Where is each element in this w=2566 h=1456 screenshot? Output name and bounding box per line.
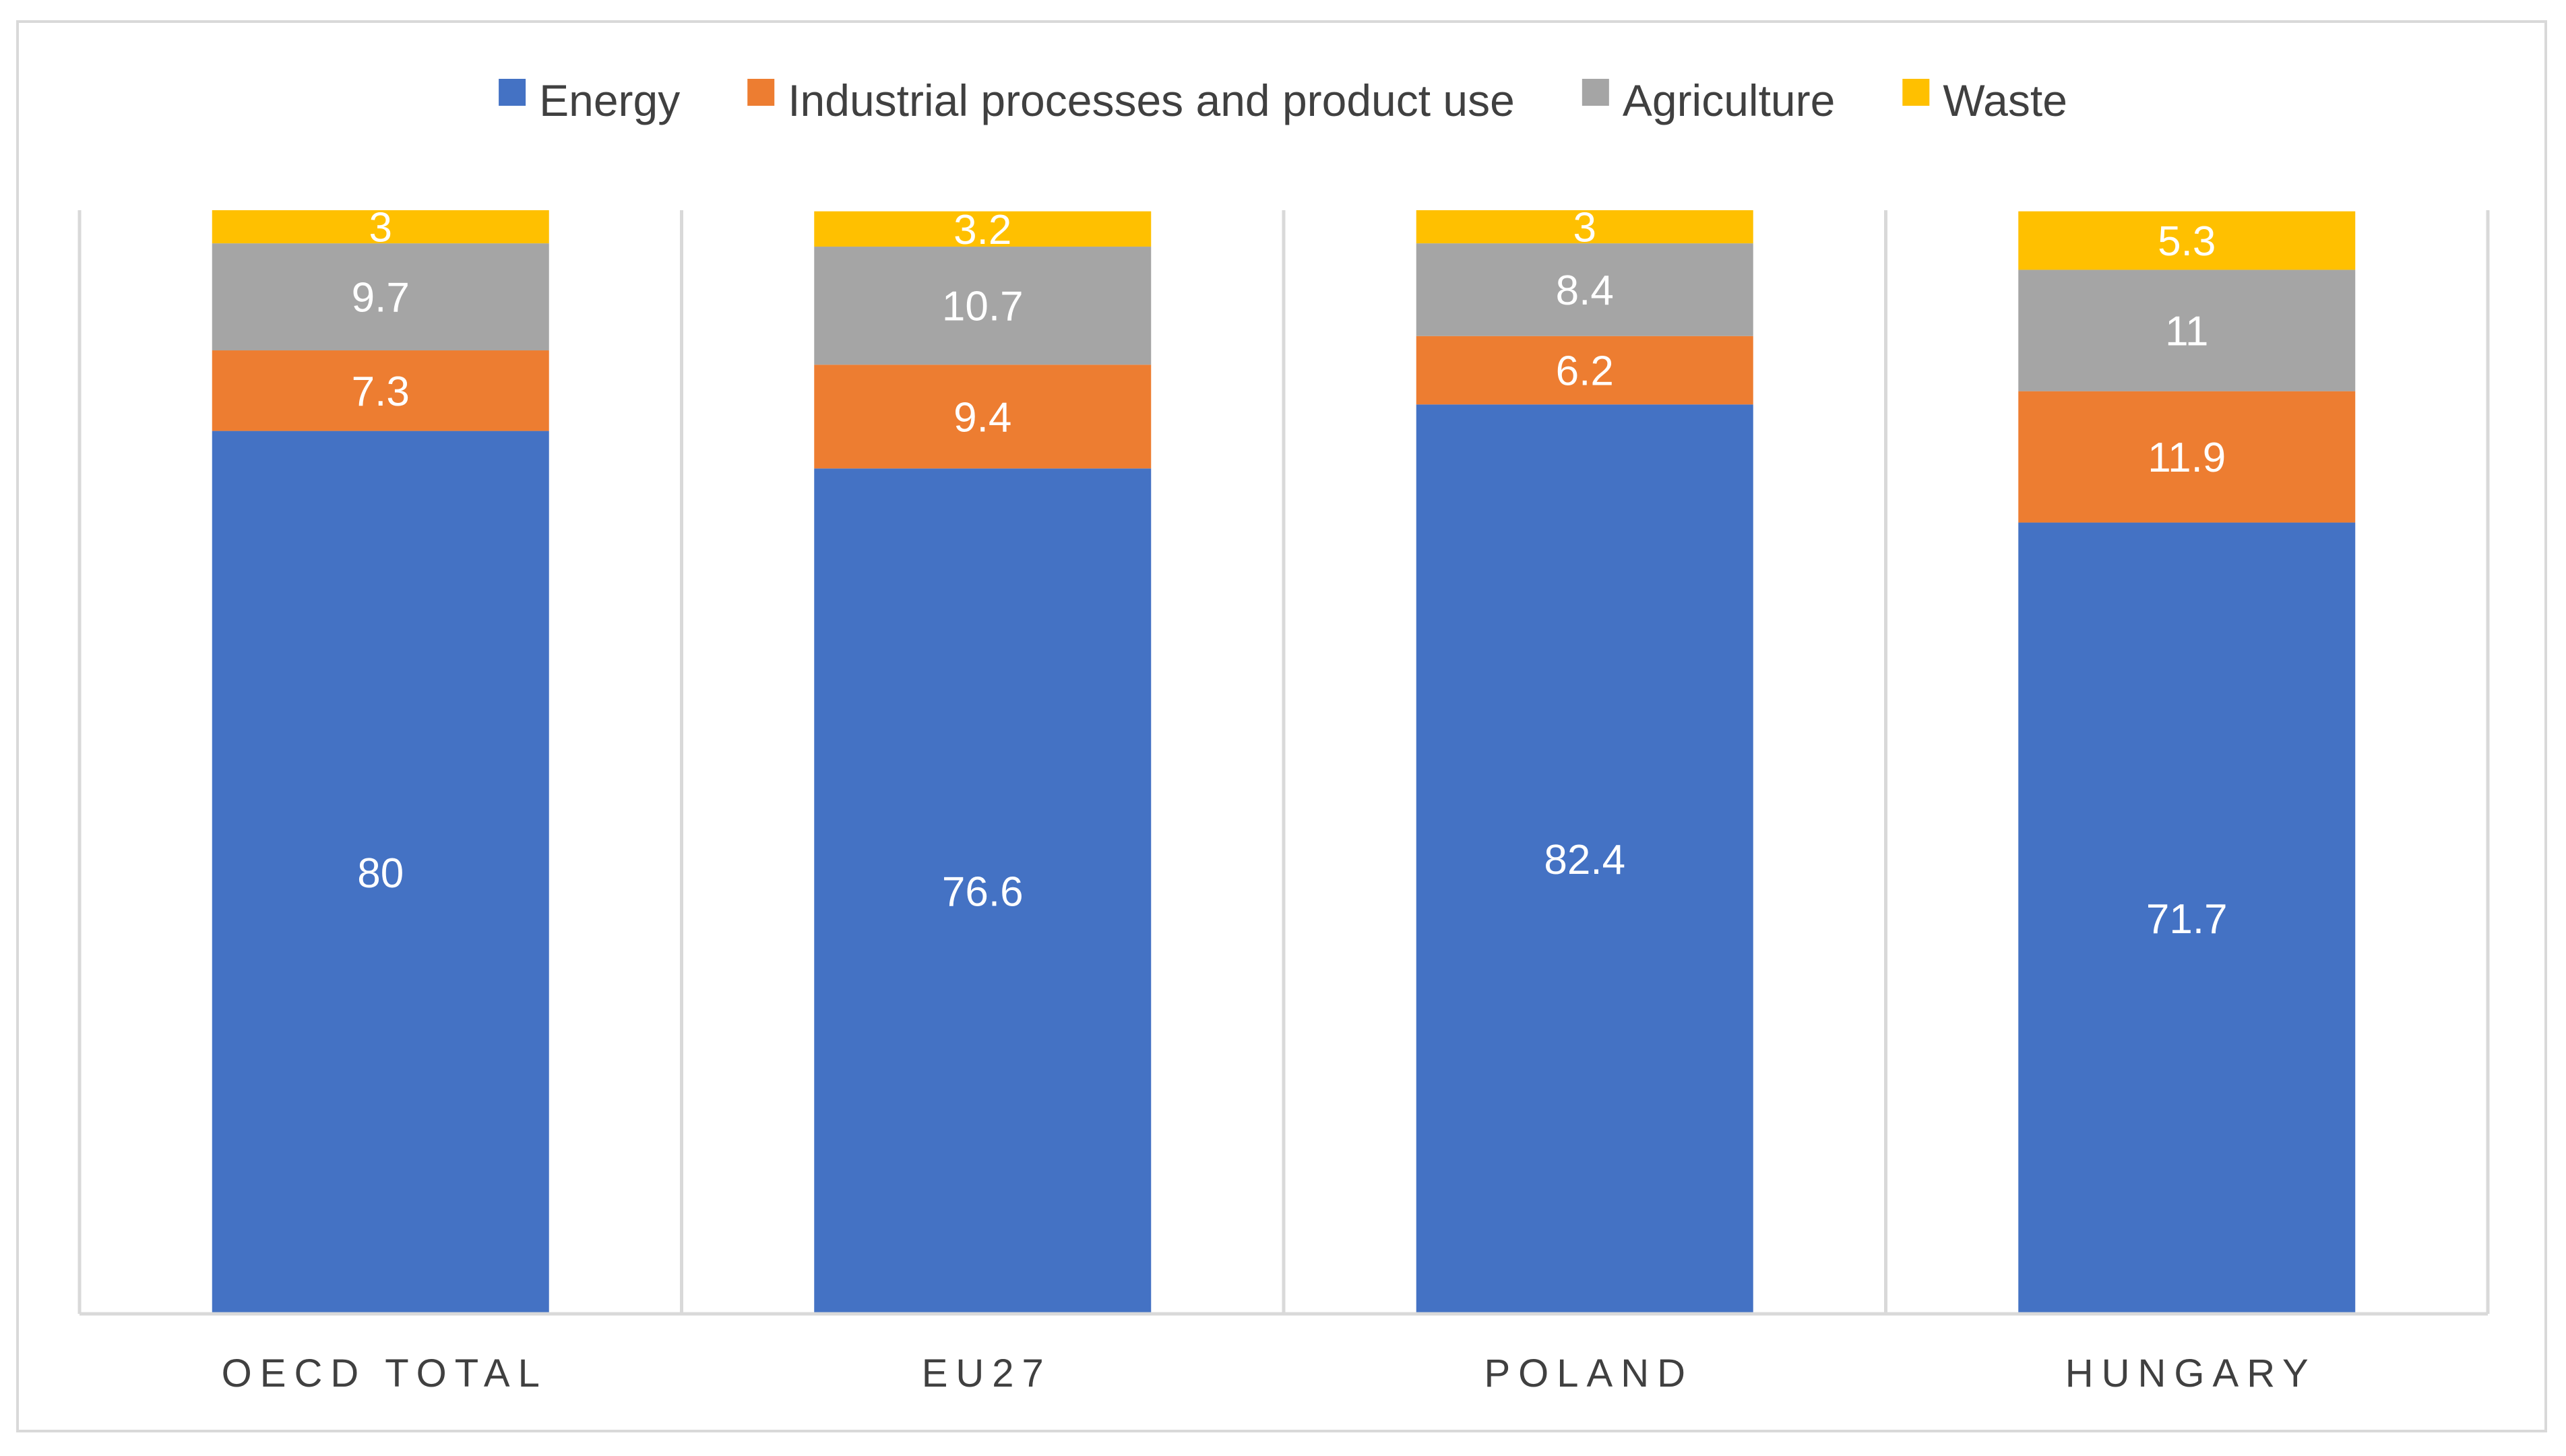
bar-segment-energy-eu27 (814, 468, 1152, 1314)
data-label-agriculture-eu27: 10.7 (942, 284, 1024, 330)
bar-segment-agriculture-hungary (2018, 270, 2356, 391)
bar-segment-agriculture-oecd-total (212, 243, 549, 351)
bar-segment-energy-hungary (2018, 522, 2356, 1315)
legend-swatch-energy (499, 79, 526, 106)
category-label-poland: POLAND (1484, 1352, 1693, 1395)
legend-label-waste: Waste (1943, 75, 2067, 125)
data-label-industrial-processes-and-product-use-poland: 6.2 (1556, 348, 1614, 395)
bar-segment-industrial-processes-and-product-use-hungary (2018, 391, 2356, 523)
bar-segment-agriculture-eu27 (814, 247, 1152, 365)
data-label-energy-poland: 82.4 (1544, 837, 1625, 883)
legend-swatch-agriculture (1582, 79, 1609, 106)
bar-segment-industrial-processes-and-product-use-poland (1416, 336, 1753, 405)
data-label-energy-oecd-total: 80 (357, 850, 404, 897)
legend-swatch-industrial-processes-and-product-use (747, 79, 775, 106)
legend-label-agriculture: Agriculture (1623, 75, 1835, 125)
category-labels: OECD TOTAL EU27 POLAND HUNGARY (222, 1352, 2317, 1395)
bars (212, 210, 2356, 1315)
data-label-waste-eu27: 3.2 (953, 207, 1011, 253)
bar-segment-waste-hungary (2018, 211, 2356, 270)
bar-segment-waste-oecd-total (212, 210, 549, 244)
data-label-industrial-processes-and-product-use-hungary: 11.9 (2148, 435, 2226, 481)
bar-segment-agriculture-poland (1416, 243, 1753, 336)
legend-item-waste: Waste (1902, 75, 2067, 125)
data-label-energy-hungary: 71.7 (2146, 896, 2228, 943)
data-label-waste-poland: 3 (1573, 205, 1596, 251)
legend-label-industrial-processes-and-product-use: Industrial processes and product use (788, 75, 1515, 125)
legend-label-energy: Energy (539, 75, 680, 125)
bar-segment-industrial-processes-and-product-use-oecd-total (212, 350, 549, 431)
category-label-eu27: EU27 (922, 1352, 1052, 1395)
data-label-waste-oecd-total: 3 (369, 205, 392, 251)
category-separators (77, 210, 2490, 1314)
data-label-industrial-processes-and-product-use-eu27: 9.4 (953, 394, 1011, 441)
legend: Energy Industrial processes and product u… (499, 75, 2067, 125)
legend-item-agriculture: Agriculture (1582, 75, 1835, 125)
legend-swatch-waste (1902, 79, 1930, 106)
legend-item-energy: Energy (499, 75, 680, 125)
data-label-agriculture-hungary: 11 (2165, 309, 2208, 355)
legend-item-industrial-processes-and-product-use: Industrial processes and product use (747, 75, 1515, 125)
data-label-agriculture-oecd-total: 9.7 (352, 275, 410, 321)
bar-segment-industrial-processes-and-product-use-eu27 (814, 365, 1152, 469)
data-label-energy-eu27: 76.6 (942, 869, 1024, 916)
bar-segment-waste-poland (1416, 210, 1753, 244)
bar-segment-energy-poland (1416, 404, 1753, 1314)
category-label-oecd-total: OECD TOTAL (222, 1352, 548, 1395)
bar-segment-energy-oecd-total (212, 431, 549, 1314)
data-label-industrial-processes-and-product-use-oecd-total: 7.3 (352, 369, 410, 415)
data-label-agriculture-poland: 8.4 (1556, 267, 1614, 314)
data-labels: 80 7.3 9.7 3 76.6 9.4 10.7 3.2 82.4 6.2 8.4 3 71.7 11… (352, 205, 2228, 943)
data-label-waste-hungary: 5.3 (2158, 218, 2216, 265)
category-label-hungary: HUNGARY (2065, 1352, 2317, 1395)
bar-segment-waste-eu27 (814, 211, 1152, 247)
